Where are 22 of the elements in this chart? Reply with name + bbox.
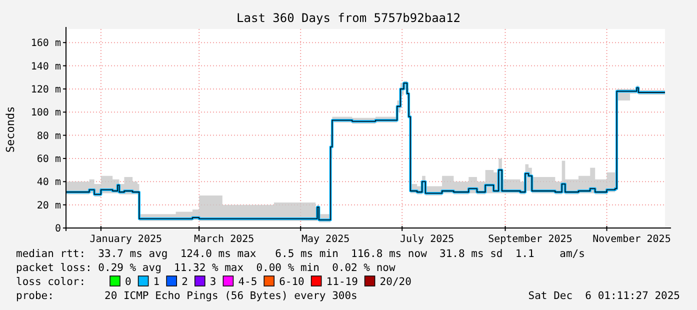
y-tick-label: 160 m (30, 38, 61, 50)
text: packet loss: 0.29 % avg 11.32 % max 0.00 % min 0.02 % now (16, 262, 396, 274)
y-tick-label: 120 m (30, 84, 61, 96)
y-tick-label: 80 m (36, 130, 61, 142)
x-tick-label: November 2025 (592, 234, 671, 245)
text: Sat Dec 6 01:11:27 2025 (528, 290, 680, 302)
text: loss color: 0 1 2 3 4-5 6-10 11-19 20/20 (16, 276, 412, 288)
y-tick-label: 140 m (30, 61, 61, 72)
y-axis-title: Seconds (4, 106, 17, 153)
y-tick-label: 0 (54, 224, 61, 234)
text: probe: 20 ICMP Echo Pings (56 Bytes) every 300s (16, 290, 358, 302)
x-tick-label: July 2025 (400, 234, 454, 245)
x-tick-label: May 2025 (301, 234, 350, 245)
y-tick-label: 40 m (36, 177, 61, 188)
chart-title: Last 360 Days from 5757b92baa12 (236, 11, 460, 25)
x-tick-label: March 2025 (194, 234, 254, 245)
x-tick-label: January 2025 (90, 234, 162, 245)
y-tick-label: 60 m (36, 154, 61, 165)
y-tick-label: 100 m (30, 108, 61, 119)
x-tick-label: September 2025 (488, 234, 572, 245)
y-tick-label: 20 m (36, 200, 61, 212)
text: median rtt: 33.7 ms avg 124.0 ms max 6.5 ms min 116.8 ms now 31.8 ms sd 1.1 am/s (16, 248, 585, 260)
